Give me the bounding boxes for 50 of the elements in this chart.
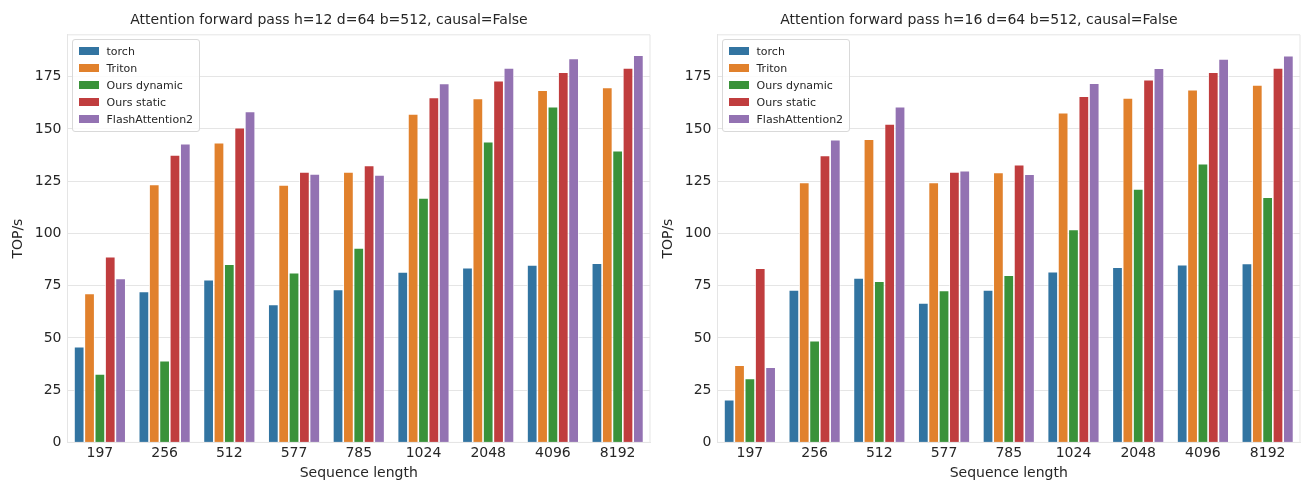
y-tick-label: 50 — [693, 328, 712, 345]
x-tick-label: 1024 — [1055, 444, 1092, 461]
x-tick-label: 256 — [151, 444, 179, 461]
y-tick-label: 50 — [43, 328, 62, 345]
y-axis-title: TOP/s — [9, 218, 26, 260]
x-tick-label: 577 — [280, 444, 308, 461]
x-tick-label: 2048 — [470, 444, 507, 461]
x-tick-label: 2048 — [1120, 444, 1157, 461]
x-tick-label: 8192 — [599, 444, 636, 461]
y-tick-label: 150 — [684, 119, 712, 136]
y-tick-label: 100 — [34, 224, 62, 241]
y-tick-label: 75 — [693, 276, 712, 293]
x-axis-title: Sequence length — [949, 464, 1068, 481]
x-tick-label: 512 — [215, 444, 243, 461]
y-tick-label: 175 — [34, 67, 62, 84]
y-tick-label: 150 — [34, 119, 62, 136]
legend-label: Triton — [106, 60, 138, 77]
y-tick-label: 25 — [693, 380, 712, 397]
x-tick-label: 785 — [995, 444, 1023, 461]
legend-label: Ours dynamic — [756, 77, 833, 94]
legend-label: Ours static — [106, 94, 167, 111]
x-tick-label: 785 — [345, 444, 373, 461]
legend-label: torch — [106, 43, 135, 60]
y-tick-label: 0 — [52, 433, 62, 450]
legend-label: Ours dynamic — [106, 77, 183, 94]
legend-label: Triton — [756, 60, 788, 77]
y-tick-label: 0 — [702, 433, 712, 450]
y-tick-label: 125 — [34, 171, 62, 188]
x-tick-label: 4096 — [1185, 444, 1221, 461]
x-tick-label: 577 — [930, 444, 958, 461]
x-tick-label: 256 — [801, 444, 829, 461]
x-tick-label: 512 — [865, 444, 893, 461]
y-tick-label: 125 — [684, 171, 712, 188]
legend-label: Ours static — [756, 94, 817, 111]
x-tick-label: 8192 — [1249, 444, 1286, 461]
x-tick-label: 4096 — [535, 444, 571, 461]
y-tick-label: 25 — [43, 380, 62, 397]
x-tick-label: 197 — [86, 444, 114, 461]
y-tick-label: 75 — [43, 276, 62, 293]
legend-label: FlashAttention2 — [756, 111, 844, 128]
y-tick-label: 100 — [684, 224, 712, 241]
chart-title: Attention forward pass h=12 d=64 b=512, causal=False — [130, 11, 528, 28]
x-tick-label: 1024 — [405, 444, 442, 461]
y-axis-title: TOP/s — [659, 218, 676, 260]
legend-label: FlashAttention2 — [106, 111, 194, 128]
y-tick-label: 175 — [684, 67, 712, 84]
x-axis-title: Sequence length — [299, 464, 418, 481]
x-tick-label: 197 — [736, 444, 764, 461]
legend-label: torch — [756, 43, 785, 60]
chart-title: Attention forward pass h=16 d=64 b=512, causal=False — [780, 11, 1178, 28]
